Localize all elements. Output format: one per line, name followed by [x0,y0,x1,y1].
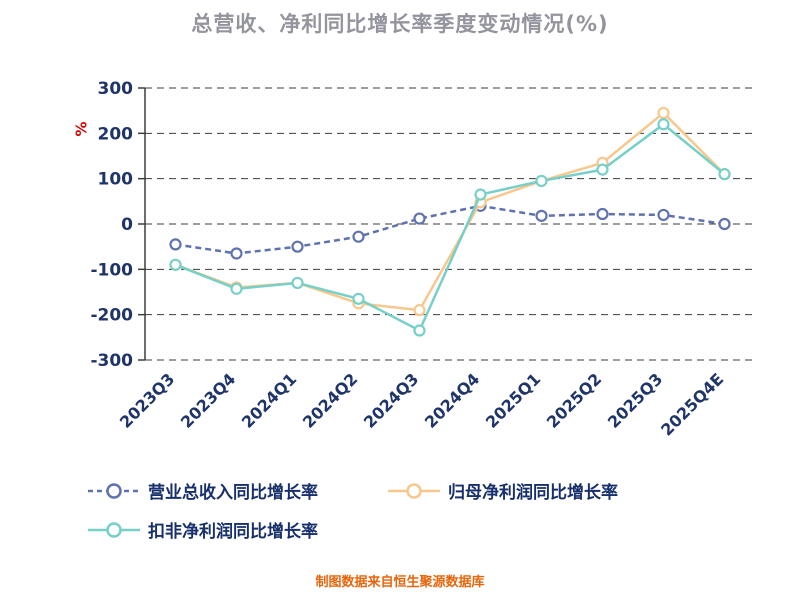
svg-text:2024Q2: 2024Q2 [299,369,361,431]
y-axis-unit-label: % [72,121,91,137]
legend-item-deducted-profit-growth[interactable]: 扣非净利润同比增长率 [88,517,318,542]
svg-text:100: 100 [98,170,134,190]
svg-text:2024Q3: 2024Q3 [360,369,422,431]
legend-row-2: 扣非净利润同比增长率 [88,517,748,542]
svg-text:2024Q1: 2024Q1 [238,369,300,431]
data-source-note: 制图数据来自恒生聚源数据库 [315,575,485,590]
svg-text:2025Q1: 2025Q1 [482,369,544,431]
svg-text:200: 200 [98,124,134,144]
svg-text:-100: -100 [90,260,133,280]
svg-text:0: 0 [121,215,133,235]
svg-text:-200: -200 [90,306,133,326]
svg-text:2025Q4E: 2025Q4E [657,369,727,439]
svg-text:2023Q3: 2023Q3 [116,369,178,431]
line-chart: -300 -200 -100 0 100 200 300 2023Q32023Q42024Q1… [90,79,755,440]
chart-legend: 营业总收入同比增长率 归母净利润同比增长率 扣非净利润同比增长率 [88,478,748,556]
svg-text:2025Q3: 2025Q3 [604,369,666,431]
legend-item-revenue-growth[interactable]: 营业总收入同比增长率 [88,478,318,503]
legend-marker-revenue-icon [88,482,140,499]
legend-item-net-profit-growth[interactable]: 归母净利润同比增长率 [388,478,618,503]
legend-marker-deducted-profit-icon [88,521,140,538]
svg-text:300: 300 [98,79,134,99]
legend-label-revenue-growth: 营业总收入同比增长率 [148,483,318,503]
svg-text:2023Q4: 2023Q4 [177,369,239,431]
chart-title: 总营收、净利同比增长率季度变动情况(%) [191,12,609,36]
legend-row-1: 营业总收入同比增长率 归母净利润同比增长率 [88,478,748,503]
legend-marker-net-profit-icon [388,482,440,499]
svg-text:-300: -300 [90,351,133,371]
svg-text:2024Q4: 2024Q4 [421,369,483,431]
legend-label-deducted-profit-growth: 扣非净利润同比增长率 [148,522,318,542]
svg-text:2025Q2: 2025Q2 [543,369,605,431]
legend-label-net-profit-growth: 归母净利润同比增长率 [448,483,618,503]
